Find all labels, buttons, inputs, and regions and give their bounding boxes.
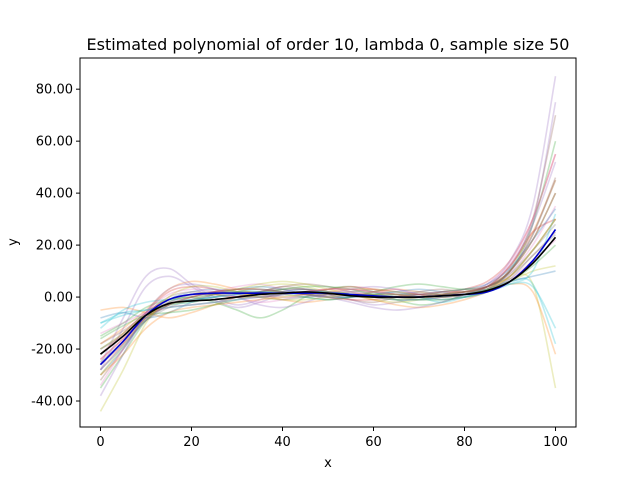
sample-fit-line-27 [100,239,557,335]
y-tick-label: 80.00 [36,83,73,98]
sample-fit-line-16 [100,231,557,345]
x-tick-label: 60 [365,435,382,450]
sample-fit-line-9 [99,273,557,389]
y-tick-label: 0.00 [44,291,73,306]
sample-fit-line-13 [100,140,557,337]
sample-fit-line-10 [100,277,557,345]
x-tick-label: 100 [543,435,568,450]
sample-fit-line-18 [99,223,557,363]
y-tick-label: 20.00 [36,239,73,254]
sample-fit-line-25 [99,161,557,397]
y-tick-label: 60.00 [36,135,73,150]
x-tick-label: 0 [96,435,104,450]
x-tick-label: 20 [183,435,200,450]
sample-fit-line-6 [99,114,557,381]
y-tick-label: -20.00 [31,343,73,358]
sample-fit-line-3 [99,192,557,389]
x-tick-label: 40 [274,435,291,450]
sample-fit-line-11 [100,270,556,319]
sample-fit-line-2 [100,179,557,345]
sample-fit-line-5 [99,102,557,365]
sample-fit-line-30 [100,281,557,329]
sample-fit-line-17 [99,153,557,386]
y-tick-label: 40.00 [36,187,73,202]
x-tick-label: 80 [456,435,473,450]
x-axis-label: x [324,456,332,471]
sample-fit-line-1 [99,218,557,376]
y-tick-label: -40.00 [31,395,73,410]
series-layer [99,76,557,412]
axes-frame [79,57,577,428]
sample-fit-line-4 [99,153,557,371]
plot-area [99,76,557,412]
y-axis-ticks: -40.00 -20.00 0.00 20.00 40.00 60.00 80.00 [31,83,80,410]
sample-fit-line-28 [100,234,557,350]
sample-fit-line-15 [99,76,557,371]
y-axis-label: y [6,238,21,246]
chart-title: Estimated polynomial of order 10, lambda… [87,35,570,54]
true-function-line [99,236,557,355]
x-axis-ticks: 0 20 40 60 80 100 [96,427,568,450]
